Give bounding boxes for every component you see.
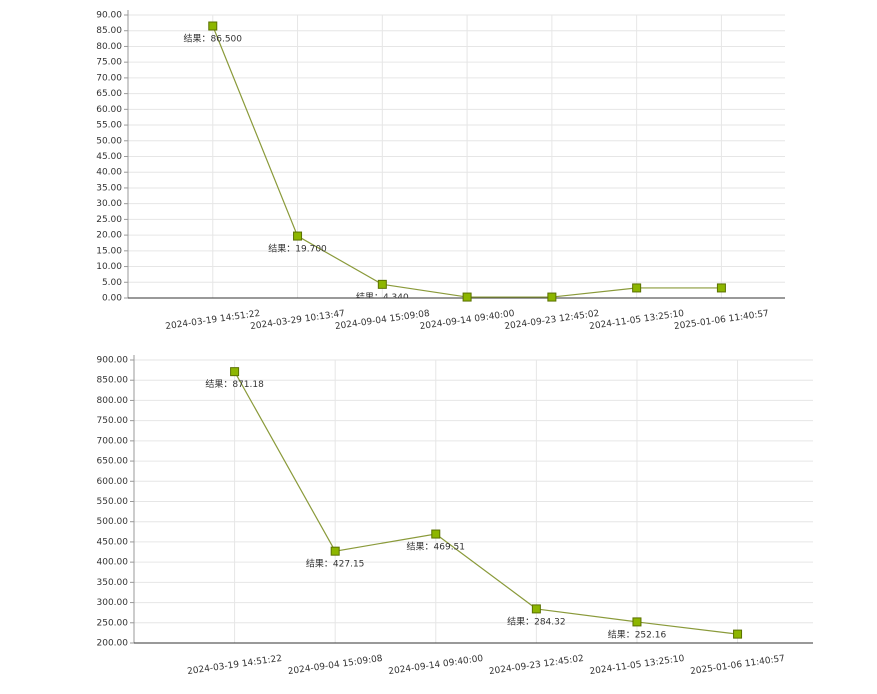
x-tick-label: 2025-01-06 11:40:57 bbox=[673, 309, 769, 332]
y-tick-label: 85.00 bbox=[96, 26, 122, 36]
marker bbox=[632, 283, 642, 293]
x-tick-label: 2025-01-06 11:40:57 bbox=[690, 654, 786, 677]
x-tick-label: 2024-09-04 15:09:08 bbox=[287, 654, 383, 677]
y-tick-label: 350.00 bbox=[97, 578, 129, 588]
y-tick-label: 90.00 bbox=[96, 11, 122, 21]
data-label: 结果：4.340 bbox=[356, 291, 409, 303]
marker bbox=[208, 21, 218, 31]
y-tick-label: 45.00 bbox=[96, 152, 122, 162]
marker bbox=[230, 367, 240, 377]
y-tick-label: 25.00 bbox=[96, 215, 122, 225]
y-tick-label: 400.00 bbox=[97, 558, 129, 568]
y-tick-label: 0.00 bbox=[102, 294, 122, 304]
y-tick-label: 80.00 bbox=[96, 42, 122, 52]
chart: 200.00 250.00 300.00 350.00 400.00 450.00 500.… bbox=[97, 355, 813, 677]
marker bbox=[547, 292, 557, 302]
line bbox=[234, 371, 738, 635]
y-tick-label: 200.00 bbox=[97, 639, 129, 649]
y-tick-label: 10.00 bbox=[96, 262, 122, 272]
y-tick-label: 850.00 bbox=[97, 376, 129, 386]
y-tick-label: 35.00 bbox=[96, 183, 122, 193]
y-tick-label: 30.00 bbox=[96, 199, 122, 209]
y-tick-label: 700.00 bbox=[97, 436, 129, 446]
x-tick-label: 2024-09-23 12:45:02 bbox=[488, 654, 584, 677]
x-tick-label: 2024-09-14 09:40:00 bbox=[388, 654, 484, 677]
value-labels: 结果：86.500 结果：19.700 结果：4.340 bbox=[184, 33, 409, 303]
y-tick-label: 250.00 bbox=[97, 618, 129, 628]
y-tick-label: 70.00 bbox=[96, 73, 122, 83]
y-tick-label: 600.00 bbox=[97, 477, 129, 487]
marker bbox=[531, 604, 541, 614]
y-tick-label: 500.00 bbox=[97, 517, 129, 527]
y-tick-label: 55.00 bbox=[96, 121, 122, 131]
marker bbox=[716, 283, 726, 293]
x-tick-label: 2024-03-19 14:51:22 bbox=[165, 309, 261, 332]
y-tick-label: 550.00 bbox=[97, 497, 129, 507]
y-tick-label: 300.00 bbox=[97, 598, 129, 608]
y-tick-label: 450.00 bbox=[97, 537, 129, 547]
value-labels: 结果：871.18 结果：427.15 结果：469.51 结果：284.32 结果：2… bbox=[205, 378, 666, 640]
data-label: 结果：469.51 bbox=[407, 541, 466, 553]
y-tick-label: 75.00 bbox=[96, 58, 122, 68]
marker bbox=[733, 629, 743, 639]
y-tick-label: 5.00 bbox=[102, 278, 122, 288]
data-label: 结果：871.18 bbox=[205, 378, 264, 390]
marker bbox=[377, 279, 387, 289]
y-tick-label: 60.00 bbox=[96, 105, 122, 115]
chart: 0.00 5.00 10.00 15.00 20.00 25.00 30.00 35.00 40… bbox=[96, 10, 785, 332]
x-tick-label: 2024-11-05 13:25:10 bbox=[589, 309, 685, 332]
marker bbox=[632, 617, 642, 627]
y-tick-label: 900.00 bbox=[97, 356, 129, 366]
x-tick-label: 2024-09-14 09:40:00 bbox=[419, 309, 515, 332]
marker bbox=[462, 292, 472, 302]
marker bbox=[293, 231, 303, 241]
x-tick-label: 2024-09-23 12:45:02 bbox=[504, 309, 600, 332]
y-tick-label: 65.00 bbox=[96, 89, 122, 99]
x-tick-label: 2024-03-29 10:13:47 bbox=[250, 309, 346, 332]
y-tick-label: 50.00 bbox=[96, 136, 122, 146]
x-tick-label: 2024-11-05 13:25:10 bbox=[589, 654, 685, 677]
data-label: 结果：284.32 bbox=[507, 615, 566, 627]
marker bbox=[330, 546, 340, 556]
y-tick-label: 800.00 bbox=[97, 396, 129, 406]
data-label: 结果：427.15 bbox=[306, 558, 365, 570]
y-tick-label: 750.00 bbox=[97, 416, 129, 426]
y-tick-label: 650.00 bbox=[97, 457, 129, 467]
y-tick-label: 40.00 bbox=[96, 168, 122, 178]
x-tick-label: 2024-03-19 14:51:22 bbox=[187, 654, 283, 677]
marker bbox=[431, 529, 441, 539]
y-tick-label: 20.00 bbox=[96, 231, 122, 241]
x-tick-label: 2024-09-04 15:09:08 bbox=[334, 309, 430, 332]
y-tick-label: 15.00 bbox=[96, 246, 122, 256]
data-label: 结果：252.16 bbox=[608, 628, 667, 640]
data-label: 结果：19.700 bbox=[268, 243, 327, 255]
data-label: 结果：86.500 bbox=[184, 33, 243, 45]
